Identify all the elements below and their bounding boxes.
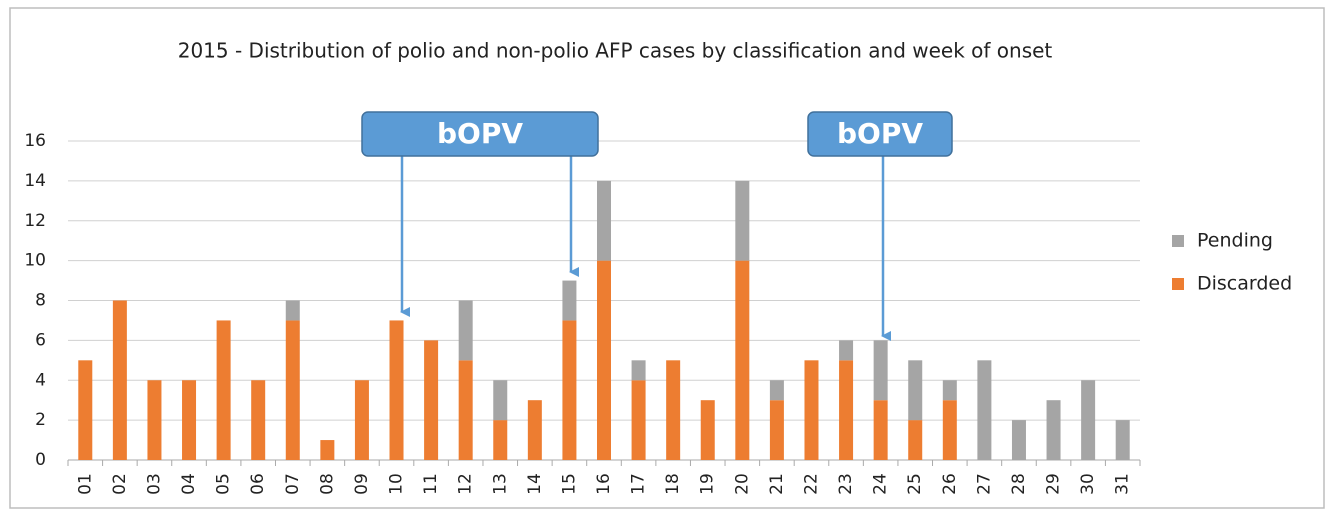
chart-title: 2015 - Distribution of polio and non-pol…	[178, 39, 1053, 63]
x-tick-label: 08	[317, 473, 337, 495]
annotation-box	[361, 111, 599, 157]
bar-segment	[1011, 420, 1026, 460]
x-tick-label: 28	[1009, 473, 1029, 495]
x-tick-label: 20	[732, 473, 752, 495]
bar-segment	[424, 340, 439, 460]
bar-segment	[458, 300, 473, 361]
bar-segment	[562, 320, 577, 460]
x-tick-label: 17	[629, 473, 649, 495]
x-tick-label: 10	[387, 473, 407, 495]
annotation-text: bOPV	[837, 117, 923, 150]
y-tick-label: 12	[24, 211, 46, 231]
bar-segment	[977, 360, 992, 460]
x-tick-label: 12	[456, 473, 476, 495]
x-tick-label: 13	[490, 473, 510, 495]
bar-segment	[285, 300, 300, 321]
bar-segment	[562, 280, 577, 321]
bar-segment	[458, 360, 473, 460]
bar-segment	[942, 400, 957, 460]
x-tick-label: 29	[1044, 473, 1064, 495]
x-tick-label: 09	[352, 473, 372, 495]
x-tick-label: 23	[836, 473, 856, 495]
bar-segment	[251, 380, 266, 460]
x-tick-label: 19	[698, 473, 718, 495]
annotation-text: bOPV	[437, 117, 523, 150]
x-tick-label: 03	[144, 473, 164, 495]
bar-segment	[735, 260, 750, 460]
bar-segment	[354, 380, 369, 460]
bar-segment	[1046, 400, 1061, 460]
bar-segment	[839, 360, 854, 460]
y-tick-label: 16	[24, 131, 46, 151]
bar-segment	[216, 320, 231, 460]
x-tick-label: 05	[214, 473, 234, 495]
bar-segment	[493, 420, 508, 460]
bar-segment	[1115, 420, 1130, 460]
bar-segment	[873, 340, 888, 401]
bar-segment	[389, 320, 404, 460]
x-tick-label: 02	[110, 473, 130, 495]
legend-swatch	[1172, 235, 1184, 247]
x-tick-label: 31	[1113, 473, 1133, 495]
x-tick-label: 18	[663, 473, 683, 495]
x-tick-label: 04	[179, 473, 199, 495]
bar-segment	[527, 400, 542, 460]
y-tick-label: 14	[24, 171, 46, 191]
bar-segment	[597, 260, 611, 460]
bar-segment	[839, 340, 854, 361]
bar-segment	[182, 380, 197, 460]
legend-label: Pending	[1197, 230, 1273, 252]
x-tick-label: 22	[801, 473, 821, 495]
bar-segment	[908, 360, 923, 421]
bar-segment	[700, 400, 715, 460]
x-tick-label: 01	[75, 473, 95, 495]
y-tick-label: 2	[35, 410, 46, 430]
bar-segment	[735, 180, 750, 261]
bar-segment	[631, 380, 646, 460]
bar-segment	[147, 380, 162, 460]
x-tick-label: 21	[767, 473, 787, 495]
bar-segment	[769, 380, 784, 401]
x-tick-label: 30	[1078, 473, 1098, 495]
bar-segment	[597, 180, 611, 261]
x-tick-label: 14	[525, 473, 545, 495]
bar-segment	[285, 320, 300, 460]
x-tick-label: 11	[421, 473, 441, 495]
x-tick-label: 16	[594, 473, 614, 495]
bar-segment	[493, 380, 508, 421]
bar-segment	[804, 360, 819, 460]
bar-segment	[769, 400, 784, 460]
bar-segment	[631, 360, 646, 381]
legend-label: Discarded	[1197, 273, 1292, 295]
bar-segment	[320, 440, 335, 460]
y-tick-label: 8	[35, 291, 46, 311]
x-tick-label: 24	[871, 473, 891, 495]
bar-segment	[78, 360, 93, 460]
x-tick-label: 26	[940, 473, 960, 495]
bar-segment	[112, 300, 127, 460]
y-tick-label: 0	[35, 450, 46, 470]
bar-segment	[666, 360, 681, 460]
y-tick-label: 4	[35, 370, 46, 390]
bar-segment	[1081, 380, 1096, 460]
bar-segment	[942, 380, 957, 401]
y-tick-label: 6	[35, 330, 46, 350]
annotation-box	[807, 111, 953, 157]
bar-segment	[908, 420, 923, 460]
y-tick-label: 10	[24, 251, 46, 271]
x-tick-label: 15	[559, 473, 579, 495]
x-tick-label: 27	[974, 473, 994, 495]
x-tick-label: 07	[283, 473, 303, 495]
bar-segment	[873, 400, 888, 460]
x-tick-label: 06	[248, 473, 268, 495]
legend-swatch	[1172, 278, 1184, 290]
x-tick-label: 25	[905, 473, 925, 495]
